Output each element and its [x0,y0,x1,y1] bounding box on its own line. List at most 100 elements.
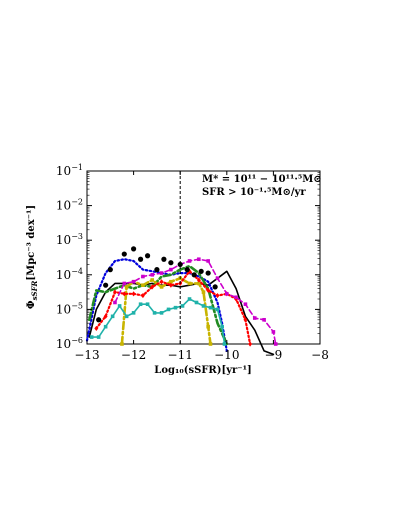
y-tick-base: 10 [56,164,71,178]
series-point-5 [169,267,173,272]
x-tick-label: −9 [265,348,283,362]
series-point-5 [197,257,201,262]
y-axis-title-sub: sSFR [30,280,39,300]
series-point-3 [141,283,145,287]
series-point-4 [168,282,173,288]
series-point-4 [122,291,127,297]
series-point-5 [131,279,136,284]
series-point-4 [243,317,248,323]
series-point-5 [187,259,192,263]
y-tick-exponent: −3 [71,232,83,241]
series-point-5 [113,300,117,305]
series-point-6 [220,324,224,329]
series-point-5 [273,342,278,346]
y-tick-label: 10−5 [56,301,83,316]
series-point-4 [248,341,253,347]
y-tick-label: 10−6 [56,336,83,351]
black-dot-point [161,256,167,262]
series-point-6 [222,342,227,346]
series-point-5 [215,276,220,281]
series-point-3 [197,281,201,286]
series-point-4 [150,284,155,290]
y-tick-exponent: −4 [71,267,83,276]
series-point-3 [208,342,213,346]
black-dot-point [198,268,204,274]
black-dot-point [107,267,113,273]
series-point-6 [187,297,192,301]
series-point-6 [152,311,157,315]
x-axis-title: Log₁₀(sSFR)[yr⁻¹] [154,365,251,376]
series-point-4 [94,325,99,332]
series-point-3 [187,281,192,286]
black-dot-point [103,282,109,288]
series-point-6 [159,311,164,315]
series-point-6 [180,304,185,308]
series-point-5 [225,292,229,296]
y-tick-base: 10 [56,233,71,247]
series-point-5 [141,274,145,279]
y-tick-base: 10 [56,268,71,282]
y-tick-base: 10 [56,337,71,351]
annotation-sfr-cut: SFR > 10⁻¹·⁵M⊙/yr [202,187,306,198]
y-tick-base: 10 [56,199,71,213]
x-tick-label: −10 [214,348,239,362]
y-tick-label: 10−4 [56,267,83,282]
series-point-6 [201,304,206,308]
series-point-6 [110,314,115,319]
y-tick-exponent: −5 [71,301,83,310]
series-point-5 [262,317,266,322]
series-point-4 [140,292,145,299]
black-dot-point [121,251,127,257]
series-point-6 [131,311,136,315]
black-dot-point [184,267,190,273]
x-tick-label: −13 [74,348,99,362]
series-point-6 [103,324,108,329]
series-point-3 [159,285,164,289]
series-line-2 [88,264,229,346]
y-tick-exponent: −6 [71,336,83,345]
series-point-5 [150,273,155,277]
series-point-5 [271,330,276,334]
series-point-3 [206,324,210,329]
black-dot-point [191,272,197,278]
series-point-4 [103,313,108,319]
series-point-5 [243,302,248,307]
series-point-6 [96,335,101,339]
black-dot-point [205,270,211,276]
plot-frame [86,170,321,345]
black-dot-point [154,267,160,273]
series-point-6 [194,300,199,305]
x-tick-label: −8 [311,348,329,362]
y-axis-title-rest: [Mpc⁻³ dex⁻¹] [26,205,37,281]
series-point-3 [124,285,129,289]
y-tick-label: 10−3 [56,232,83,247]
x-tick-label: −11 [168,348,193,362]
y-tick-exponent: −1 [71,163,83,172]
series-point-6 [117,304,122,308]
x-tick-label: −12 [121,348,146,362]
y-tick-label: 10−1 [56,163,83,178]
black-dot-point [212,284,218,290]
series-point-6 [145,302,150,307]
y-tick-exponent: −2 [71,198,83,207]
black-dot-point [131,246,137,252]
series-point-5 [159,271,164,275]
annotation-mass-range: M* = 10¹¹ − 10¹¹·⁵M⊙ [202,174,322,185]
series-point-6 [124,314,129,319]
series-point-4 [187,268,192,274]
y-axis-title-main: Φ [26,300,37,309]
series-point-3 [169,279,173,284]
black-dot-point [96,317,102,323]
y-tick-base: 10 [56,302,71,316]
series-point-3 [201,290,206,294]
series-point-6 [215,307,220,312]
series-point-6 [138,302,143,307]
series-point-3 [120,342,124,346]
series-point-5 [206,259,210,263]
series-point-5 [122,281,127,286]
series-point-4 [112,289,117,295]
black-dot-point [177,261,183,268]
y-axis-title: ΦsSFR[Mpc⁻³ dex⁻¹] [26,205,39,309]
series-point-5 [234,295,238,300]
